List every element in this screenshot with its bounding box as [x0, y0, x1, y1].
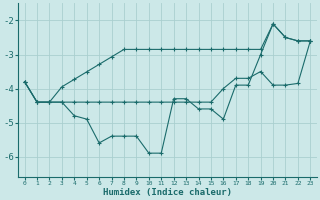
- X-axis label: Humidex (Indice chaleur): Humidex (Indice chaleur): [103, 188, 232, 197]
